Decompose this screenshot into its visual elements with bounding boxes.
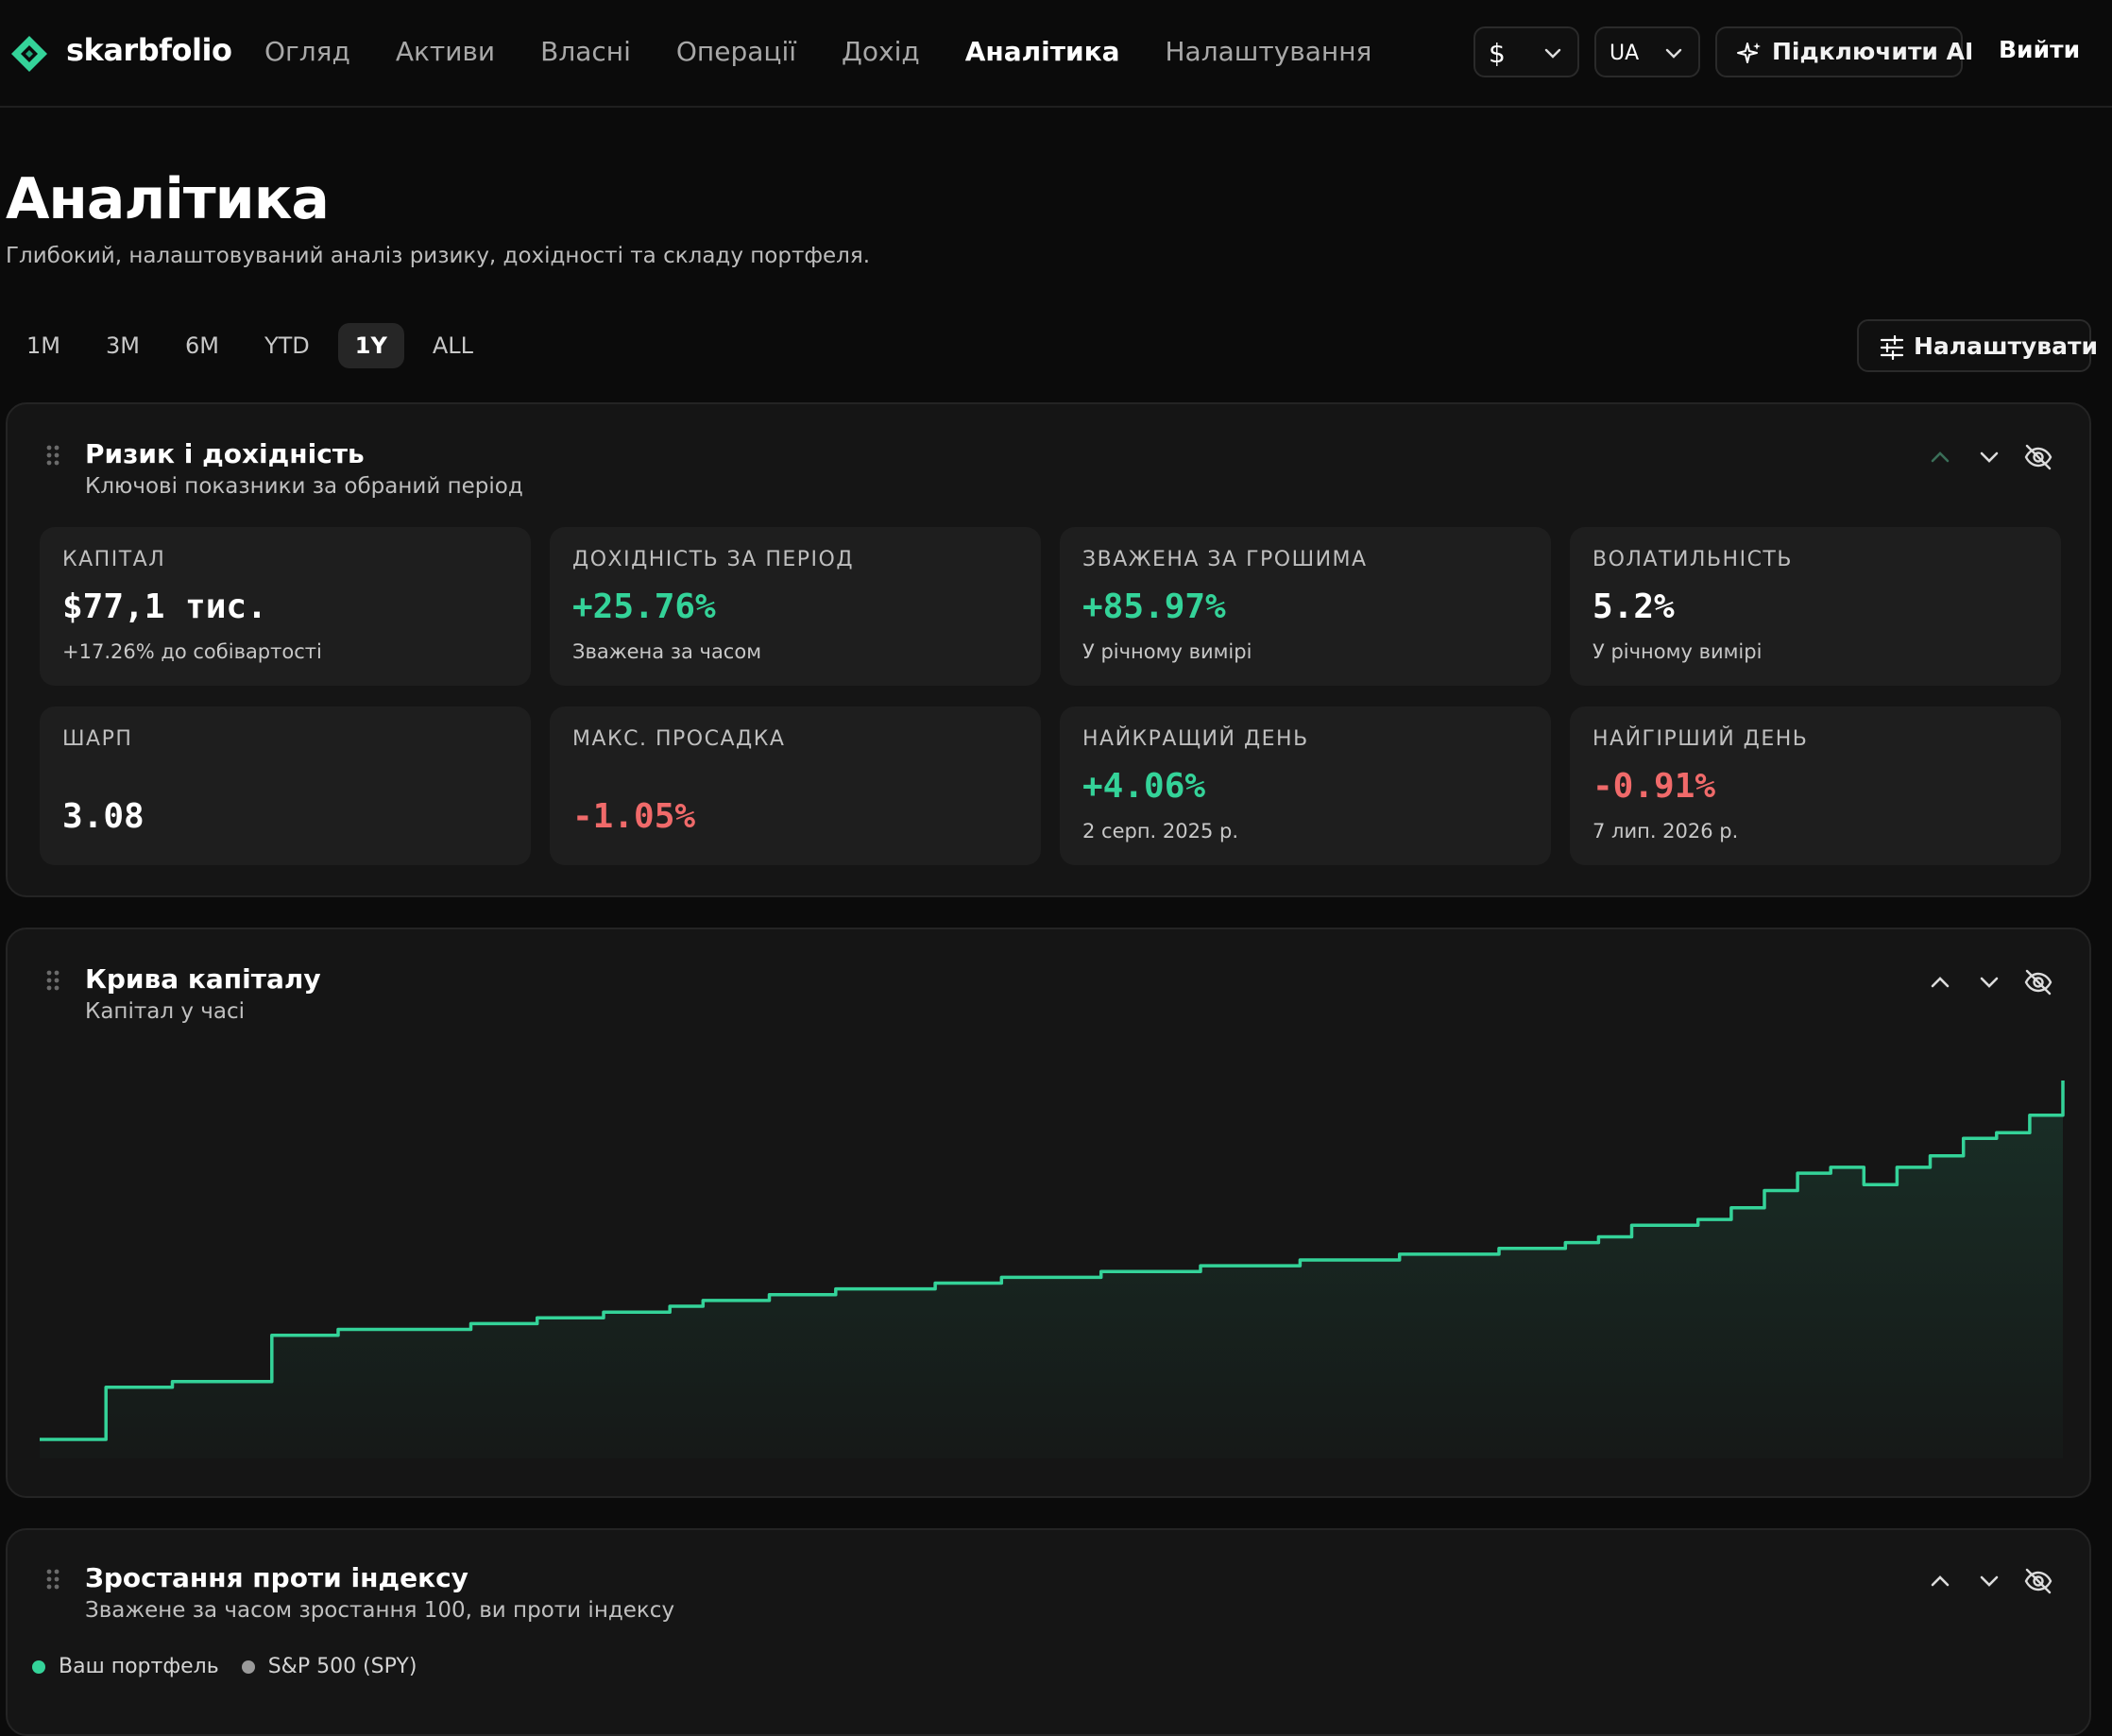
metric-note: Зважена за часом <box>572 640 762 663</box>
page-title: Аналітика <box>6 166 330 232</box>
move-down-icon[interactable] <box>1974 442 2004 472</box>
metric-value: 3.08 <box>62 797 145 836</box>
metric-label: НАЙГІРШИЙ ДЕНЬ <box>1593 727 1809 751</box>
equity-line-series <box>40 1081 2065 1441</box>
logout-button[interactable]: Вийти <box>1999 36 2081 63</box>
period-1m[interactable]: 1M <box>26 332 60 359</box>
metric-max-drawdown: МАКС. ПРОСАДКА -1.05% <box>550 706 1041 865</box>
metric-value: -0.91% <box>1593 767 1716 806</box>
metric-period-return: ДОХІДНІСТЬ ЗА ПЕРІОД +25.76% Зважена за … <box>550 527 1041 686</box>
card-subtitle: Зважене за часом зростання 100, ви проти… <box>85 1598 675 1623</box>
equity-curve-card: Крива капіталу Капітал у часі <box>6 928 2091 1498</box>
metric-best-day: НАЙКРАЩИЙ ДЕНЬ +4.06% 2 серп. 2025 р. <box>1060 706 1551 865</box>
metric-label: НАЙКРАЩИЙ ДЕНЬ <box>1082 727 1309 751</box>
top-navigation-bar: skarbfolio Огляд Активи Власні Операції … <box>0 0 2112 108</box>
metric-label: КАПІТАЛ <box>62 548 166 571</box>
customize-button[interactable]: Налаштувати <box>1857 319 2098 372</box>
period-6m[interactable]: 6M <box>184 332 219 359</box>
metric-value: $77,1 тис. <box>62 587 267 626</box>
drag-handle-icon[interactable] <box>45 444 60 467</box>
connect-ai-button[interactable]: Підключити AI <box>1715 26 1973 77</box>
legend-portfolio-swatch <box>32 1659 45 1674</box>
card-title: Крива капіталу <box>85 963 321 995</box>
nav-custom[interactable]: Власні <box>540 36 631 67</box>
page-subtitle: Глибокий, налаштовуваний аналіз ризику, … <box>6 244 871 268</box>
metric-value: 5.2% <box>1593 587 1675 626</box>
nav-overview[interactable]: Огляд <box>264 36 350 67</box>
metric-note: 2 серп. 2025 р. <box>1082 820 1239 842</box>
card-subtitle: Капітал у часі <box>85 999 245 1024</box>
move-up-icon[interactable] <box>1925 967 1955 997</box>
skarbfolio-logo-icon[interactable] <box>9 34 49 74</box>
metric-label: ЗВАЖЕНА ЗА ГРОШИМА <box>1082 548 1368 571</box>
connect-ai-label: Підключити AI <box>1772 38 1974 65</box>
language-value: UA <box>1610 42 1640 65</box>
drag-handle-icon[interactable] <box>45 1568 60 1591</box>
customize-label: Налаштувати <box>1914 332 2099 360</box>
metric-value: +4.06% <box>1082 767 1206 806</box>
metric-note: 7 лип. 2026 р. <box>1593 820 1739 842</box>
main-nav: Огляд Активи Власні Операції Дохід Аналі… <box>264 36 1417 67</box>
period-ytd[interactable]: YTD <box>264 332 310 359</box>
hide-eye-off-icon[interactable] <box>2023 967 2053 997</box>
move-up-icon[interactable] <box>1925 1566 1955 1596</box>
metric-label: ШАРП <box>62 727 133 751</box>
nav-analytics[interactable]: Аналітика <box>964 36 1120 67</box>
equity-curve-chart <box>40 1081 2065 1458</box>
metric-value: +25.76% <box>572 587 716 626</box>
card-title: Ризик і дохідність <box>85 438 365 469</box>
metric-note: У річному вимірі <box>1593 640 1763 663</box>
metric-money-weighted: ЗВАЖЕНА ЗА ГРОШИМА +85.97% У річному вим… <box>1060 527 1551 686</box>
metric-label: ВОЛАТИЛЬНІСТЬ <box>1593 548 1793 571</box>
brand-name[interactable]: skarbfolio <box>66 32 232 68</box>
move-up-icon[interactable] <box>1925 442 1955 472</box>
nav-settings[interactable]: Налаштування <box>1165 36 1372 67</box>
currency-value: $ <box>1489 38 1506 69</box>
move-down-icon[interactable] <box>1974 1566 2004 1596</box>
growth-vs-index-card: Зростання проти індексу Зважене за часом… <box>6 1528 2091 1736</box>
metric-label: МАКС. ПРОСАДКА <box>572 727 786 751</box>
period-3m[interactable]: 3M <box>105 332 140 359</box>
chevron-down-icon <box>1665 48 1682 59</box>
growth-legend: Ваш портфель S&P 500 (SPY) <box>32 1655 439 1678</box>
period-all[interactable]: ALL <box>432 332 474 359</box>
sliders-icon <box>1880 335 1904 360</box>
metric-sharpe: ШАРП 3.08 <box>40 706 531 865</box>
sparkles-icon <box>1737 43 1761 63</box>
card-subtitle: Ключові показники за обраний період <box>85 474 523 499</box>
period-1y[interactable]: 1Y <box>337 323 404 368</box>
legend-spy-label: S&P 500 (SPY) <box>267 1655 417 1678</box>
hide-eye-off-icon[interactable] <box>2023 442 2053 472</box>
metric-value: -1.05% <box>572 797 696 836</box>
metric-worst-day: НАЙГІРШИЙ ДЕНЬ -0.91% 7 лип. 2026 р. <box>1570 706 2061 865</box>
nav-operations[interactable]: Операції <box>675 36 797 67</box>
equity-area-fill <box>40 1081 2063 1458</box>
nav-assets[interactable]: Активи <box>395 36 496 67</box>
metric-label: ДОХІДНІСТЬ ЗА ПЕРІОД <box>572 548 855 571</box>
move-down-icon[interactable] <box>1974 967 2004 997</box>
metric-note: +17.26% до собівартості <box>62 640 322 663</box>
legend-spy-swatch <box>241 1659 255 1674</box>
legend-portfolio-label: Ваш портфель <box>59 1655 219 1678</box>
period-selector: 1M 3M 6M YTD 1Y ALL <box>9 323 502 368</box>
chevron-down-icon <box>1544 48 1561 59</box>
card-title: Зростання проти індексу <box>85 1562 468 1593</box>
currency-select[interactable]: $ <box>1473 26 1579 77</box>
risk-return-card: Ризик і дохідність Ключові показники за … <box>6 402 2091 897</box>
metric-note: У річному вимірі <box>1082 640 1252 663</box>
drag-handle-icon[interactable] <box>45 969 60 992</box>
nav-income[interactable]: Дохід <box>842 36 920 67</box>
language-select[interactable]: UA <box>1594 26 1700 77</box>
metric-volatility: ВОЛАТИЛЬНІСТЬ 5.2% У річному вимірі <box>1570 527 2061 686</box>
metric-value: +85.97% <box>1082 587 1226 626</box>
metric-capital: КАПІТАЛ $77,1 тис. +17.26% до собівартос… <box>40 527 531 686</box>
hide-eye-off-icon[interactable] <box>2023 1566 2053 1596</box>
